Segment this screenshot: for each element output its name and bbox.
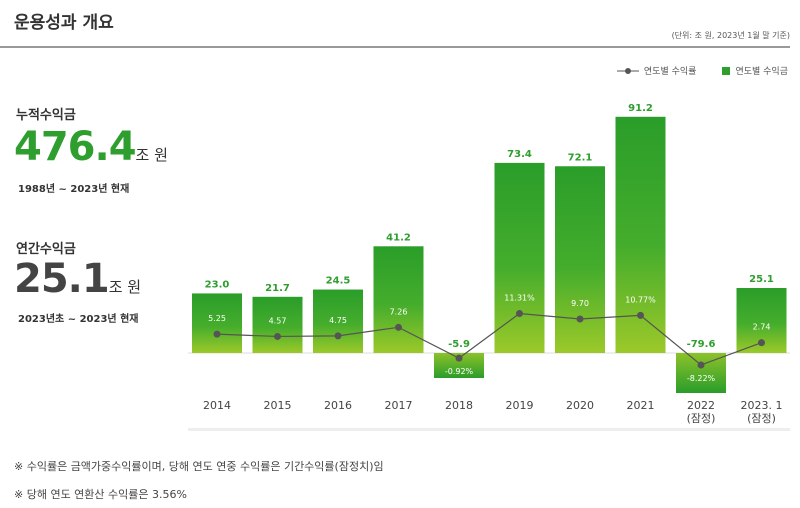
rate-value-label: 9.70 xyxy=(571,299,589,308)
x-tick-label: 2019 xyxy=(506,399,534,412)
legend-line-label: 연도별 수익률 xyxy=(643,67,697,77)
cumulative-unit: 조 원 xyxy=(135,146,168,164)
x-tick-label: 2015 xyxy=(264,399,292,412)
cumulative-period: 1988년 ~ 2023년 현재 xyxy=(18,184,130,195)
rate-value-label: 7.26 xyxy=(390,307,408,316)
rate-value-label: 5.25 xyxy=(208,314,226,323)
x-tick-label: (잠정) xyxy=(747,412,776,425)
x-tick-label: 2023. 1 xyxy=(741,399,783,412)
annual-number: 25.1 xyxy=(14,256,110,302)
rate-point xyxy=(213,330,221,338)
bar-value-label: 25.1 xyxy=(749,274,774,285)
x-tick-label: 2014 xyxy=(203,399,231,412)
bar xyxy=(373,246,424,353)
bar-value-label: -79.6 xyxy=(687,339,716,350)
note-1: ※ 수익률은 금액가중수익률이며, 당해 연도 연중 수익률은 기간수익률(잠정… xyxy=(14,460,384,473)
x-tick-label: (잠정) xyxy=(687,412,716,425)
bar-value-label: 21.7 xyxy=(265,283,290,294)
legend-line: 연도별 수익률 xyxy=(616,64,697,77)
bar xyxy=(313,289,363,353)
annual-unit: 조 원 xyxy=(108,278,142,296)
annual-period: 2023년초 ~ 2023년 현재 xyxy=(18,314,139,325)
bar-value-label: 73.4 xyxy=(507,149,532,160)
bar xyxy=(192,293,242,353)
legend: 연도별 수익률 연도별 수익금 xyxy=(616,64,788,77)
divider xyxy=(0,46,790,48)
rate-line xyxy=(216,312,762,366)
bar-value-label: 91.2 xyxy=(628,103,653,114)
rate-value-label: 4.75 xyxy=(329,316,347,325)
bar-swatch-icon xyxy=(722,66,731,75)
bar-value-label: 23.0 xyxy=(205,279,230,290)
cumulative-label: 누적수익금 xyxy=(16,108,76,123)
chart-bottom-rule xyxy=(188,428,790,431)
bar xyxy=(555,166,605,353)
annual-label: 연간수익금 xyxy=(16,242,76,257)
chart: 23.0 5.25 2014 21.7 4.57 2015 24.5 4.75 2016 41.2… xyxy=(188,103,790,425)
x-tick-label: 2020 xyxy=(566,399,594,412)
rate-point xyxy=(334,332,342,340)
bar-value-label: -5.9 xyxy=(448,339,470,350)
rate-value-label: 4.57 xyxy=(269,316,287,325)
annual-value: 25.1조 원 xyxy=(14,256,141,302)
x-tick-label: 2017 xyxy=(385,399,413,412)
x-tick-label: 2018 xyxy=(445,399,473,412)
page-title: 운용성과 개요 xyxy=(14,13,114,33)
x-tick-label: 2016 xyxy=(324,399,352,412)
bar-value-label: 41.2 xyxy=(386,232,411,243)
rate-point xyxy=(758,339,765,347)
rate-value-label: -0.92% xyxy=(445,367,474,376)
line-marker-icon xyxy=(616,67,639,74)
note-2: ※ 당해 연도 연환산 수익률은 3.56% xyxy=(14,488,187,501)
rate-value-label: 10.77% xyxy=(625,295,656,304)
bar-value-label: 72.1 xyxy=(568,152,593,163)
rate-value-label: 11.31% xyxy=(504,294,535,303)
rate-point xyxy=(274,332,281,340)
bar xyxy=(494,162,545,353)
bar xyxy=(252,296,303,353)
x-tick-label: 2022 xyxy=(687,399,715,412)
rate-point xyxy=(637,311,644,319)
rate-point xyxy=(697,361,705,369)
bar xyxy=(676,353,726,393)
cumulative-number: 476.4 xyxy=(14,124,137,170)
unit-note: (단위: 조 원, 2023년 1월 말 기준) xyxy=(671,31,790,40)
rate-point xyxy=(395,323,402,331)
rate-point xyxy=(576,315,584,323)
legend-bar-label: 연도별 수익금 xyxy=(735,67,788,77)
rate-point xyxy=(516,310,523,318)
rate-point xyxy=(455,354,463,362)
legend-bar: 연도별 수익금 xyxy=(722,64,788,77)
rate-value-label: 2.74 xyxy=(753,323,771,332)
rate-value-label: -8.22% xyxy=(687,374,716,383)
x-tick-label: 2021 xyxy=(627,399,655,412)
cumulative-value: 476.4조 원 xyxy=(14,124,168,170)
bar-value-label: 24.5 xyxy=(326,276,351,287)
